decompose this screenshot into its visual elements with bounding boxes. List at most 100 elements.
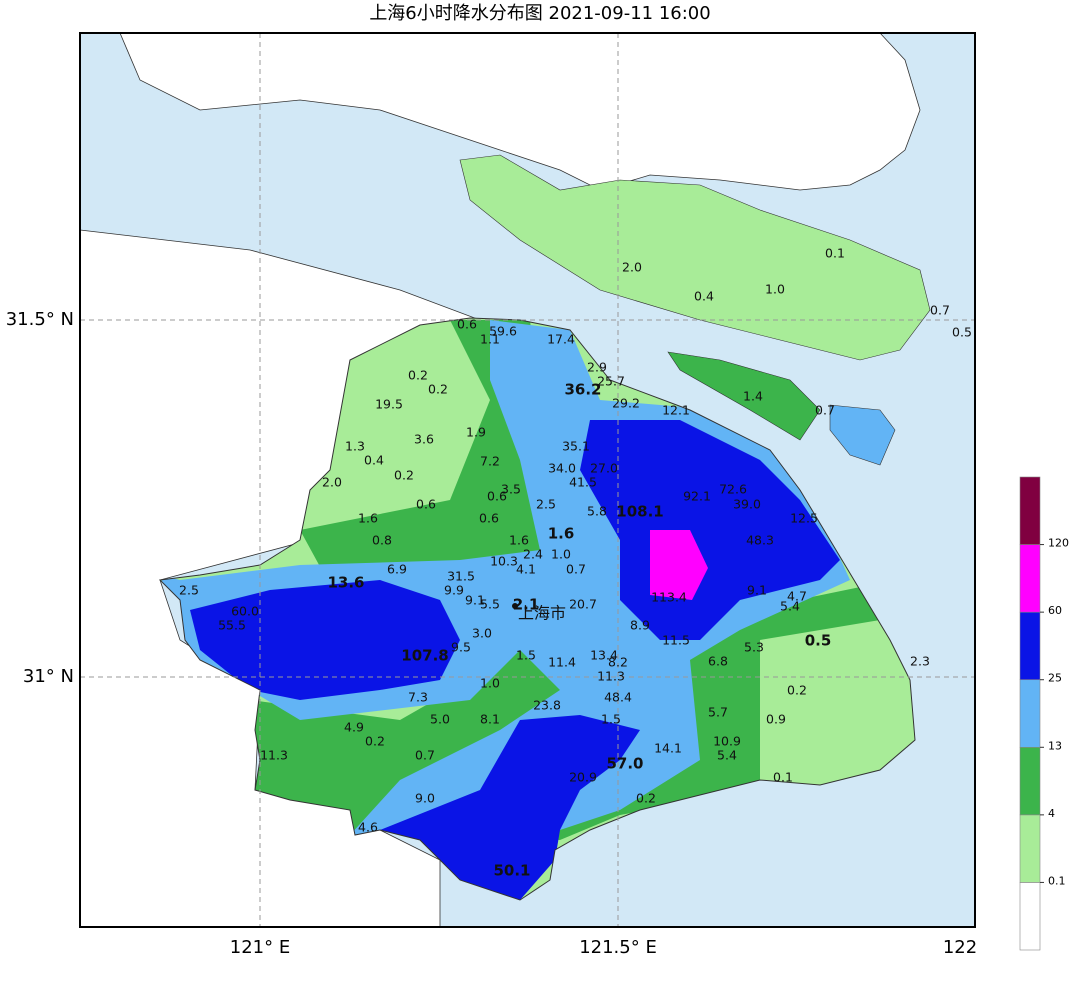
station-value: 2.4 — [523, 547, 543, 562]
station-value: 5.4 — [780, 599, 800, 614]
station-value: 7.2 — [480, 454, 500, 469]
station-value: 10.9 — [713, 734, 741, 749]
station-value: 5.8 — [587, 504, 607, 519]
station-value: 2.1 — [513, 596, 540, 614]
station-value: 12.5 — [790, 511, 818, 526]
station-value: 35.1 — [562, 439, 590, 454]
legend-tick-label: 4 — [1048, 807, 1055, 820]
station-value: 0.2 — [636, 791, 656, 806]
station-value: 4.7 — [787, 589, 807, 604]
station-value: 48.3 — [746, 533, 774, 548]
station-value: 2.9 — [587, 360, 607, 375]
lon-label: 121° E — [230, 937, 290, 958]
lon-label: 122 — [943, 937, 977, 958]
station-value: 11.5 — [662, 633, 690, 648]
station-value: 7.3 — [408, 690, 428, 705]
station-value: 0.7 — [415, 748, 435, 763]
station-value: 4.9 — [344, 720, 364, 735]
legend-tick-label: 120 — [1048, 537, 1069, 550]
station-value: 1.5 — [516, 648, 536, 663]
legend: 0.1 4 13 25 60 120 — [1019, 476, 1069, 951]
legend-swatch — [1019, 882, 1041, 951]
station-value: 2.0 — [622, 260, 642, 275]
station-value: 5.5 — [480, 597, 500, 612]
station-value: 0.8 — [372, 533, 392, 548]
station-value: 0.2 — [428, 382, 448, 397]
station-value: 0.6 — [487, 489, 507, 504]
station-value: 3.6 — [414, 432, 434, 447]
legend-swatch — [1019, 476, 1041, 545]
station-value: 20.9 — [569, 770, 597, 785]
station-value: 0.6 — [479, 511, 499, 526]
station-value: 108.1 — [616, 503, 663, 521]
station-value: 41.5 — [569, 475, 597, 490]
legend-swatch — [1019, 611, 1041, 681]
band-blue-west — [190, 580, 460, 700]
station-value: 1.3 — [345, 439, 365, 454]
legend-tick-label: 60 — [1048, 604, 1062, 617]
station-value: 60.0 — [231, 604, 259, 619]
city-dot — [512, 603, 518, 609]
station-value: 0.1 — [773, 770, 793, 785]
station-value: 1.9 — [466, 425, 486, 440]
lat-label: 31° N — [23, 666, 74, 687]
station-value: 1.6 — [358, 511, 378, 526]
station-value: 31.5 — [447, 569, 475, 584]
station-value: 6.9 — [387, 562, 407, 577]
station-value: 12.1 — [662, 403, 690, 418]
lat-label: 31.5° N — [6, 309, 74, 330]
legend-swatch — [1019, 544, 1041, 613]
shanghai-border — [158, 317, 916, 901]
station-value: 2.5 — [179, 583, 199, 598]
station-value: 36.2 — [564, 381, 601, 399]
station-value: 9.1 — [465, 593, 485, 608]
graticule — [80, 33, 975, 927]
station-value: 48.4 — [604, 690, 632, 705]
station-value: 0.6 — [416, 497, 436, 512]
legend-tick-label: 0.1 — [1048, 874, 1066, 887]
station-value: 25.7 — [597, 374, 625, 389]
station-value: 23.8 — [533, 698, 561, 713]
station-value: 113.4 — [651, 590, 687, 605]
station-value: 8.1 — [480, 712, 500, 727]
station-value: 11.3 — [260, 748, 288, 763]
chongming-island — [459, 154, 931, 361]
station-value: 57.0 — [606, 755, 643, 773]
station-value: 1.1 — [480, 332, 500, 347]
station-value: 0.4 — [694, 289, 714, 304]
station-value: 19.5 — [375, 397, 403, 412]
station-value: 11.4 — [548, 655, 576, 670]
station-value: 3.5 — [501, 482, 521, 497]
station-value: 1.0 — [480, 676, 500, 691]
map-frame — [79, 32, 976, 928]
station-value: 59.6 — [489, 324, 517, 339]
map-title: 上海6小时降水分布图 2021-09-11 16:00 — [369, 3, 710, 24]
station-value: 1.4 — [743, 389, 763, 404]
station-value: 5.4 — [717, 748, 737, 763]
station-value: 1.0 — [765, 282, 785, 297]
legend-swatch — [1019, 746, 1041, 816]
station-value: 5.0 — [430, 712, 450, 727]
station-value: 0.2 — [408, 368, 428, 383]
station-value: 0.4 — [364, 453, 384, 468]
station-value: 0.7 — [930, 303, 950, 318]
station-value: 1.6 — [509, 533, 529, 548]
station-value: 9.0 — [415, 791, 435, 806]
station-value: 0.2 — [365, 734, 385, 749]
station-value: 0.2 — [787, 683, 807, 698]
station-value: 92.1 — [683, 489, 711, 504]
station-value: 9.1 — [747, 583, 767, 598]
station-value: 17.4 — [547, 332, 575, 347]
station-value: 29.2 — [612, 396, 640, 411]
legend-tick-label: 13 — [1048, 739, 1062, 752]
station-value: 8.2 — [608, 655, 628, 670]
station-value: 9.5 — [451, 640, 471, 655]
station-value: 1.5 — [601, 712, 621, 727]
station-value: 11.3 — [597, 669, 625, 684]
station-value: 2.0 — [322, 475, 342, 490]
station-value: 20.7 — [569, 597, 597, 612]
station-value: 4.1 — [516, 562, 536, 577]
legend-swatch — [1019, 814, 1041, 883]
station-value: 39.0 — [733, 497, 761, 512]
station-value: 50.1 — [493, 862, 530, 880]
